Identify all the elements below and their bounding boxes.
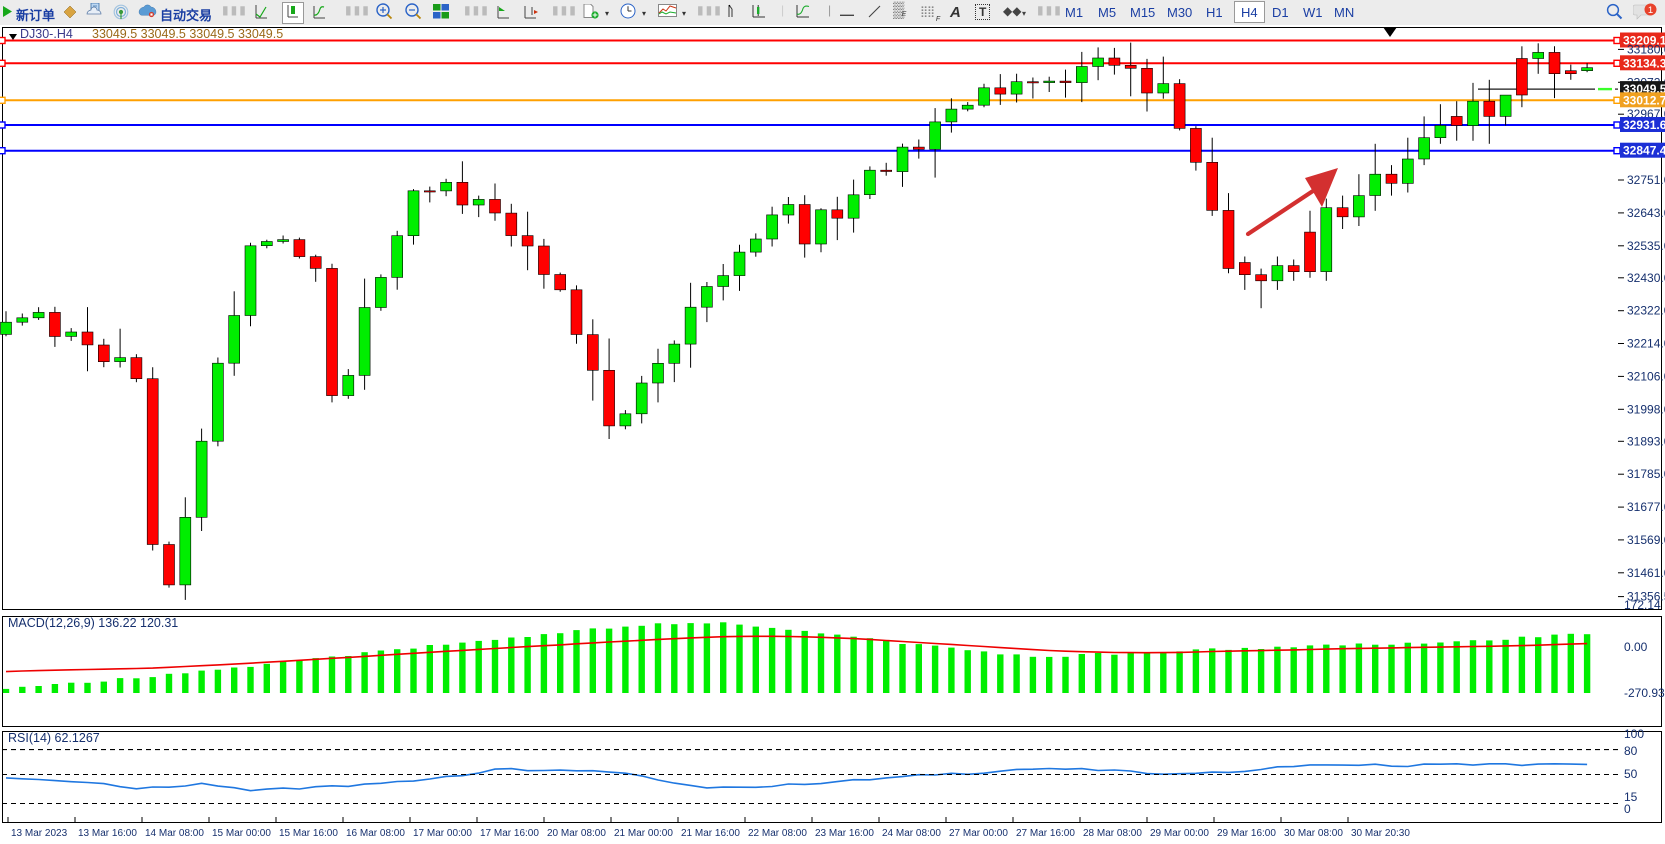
svg-text:1: 1 (1648, 5, 1653, 16)
